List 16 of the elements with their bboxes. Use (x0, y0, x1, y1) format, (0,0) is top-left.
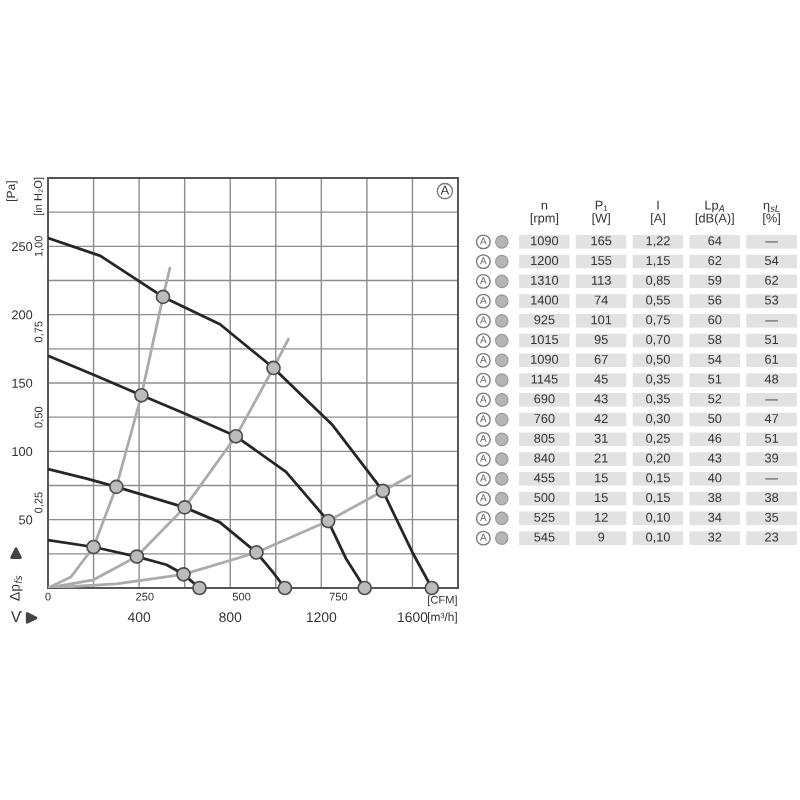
point (177, 500, 193, 515)
point (155, 289, 171, 305)
point (228, 428, 244, 444)
point (277, 580, 293, 596)
point (192, 580, 207, 596)
point (249, 545, 264, 560)
point (375, 483, 391, 499)
point (134, 387, 149, 403)
point (86, 539, 101, 555)
point (266, 360, 281, 376)
point (108, 479, 124, 495)
point (176, 566, 191, 582)
point (320, 513, 336, 529)
point (357, 580, 372, 596)
point (129, 549, 145, 564)
point (424, 580, 440, 596)
